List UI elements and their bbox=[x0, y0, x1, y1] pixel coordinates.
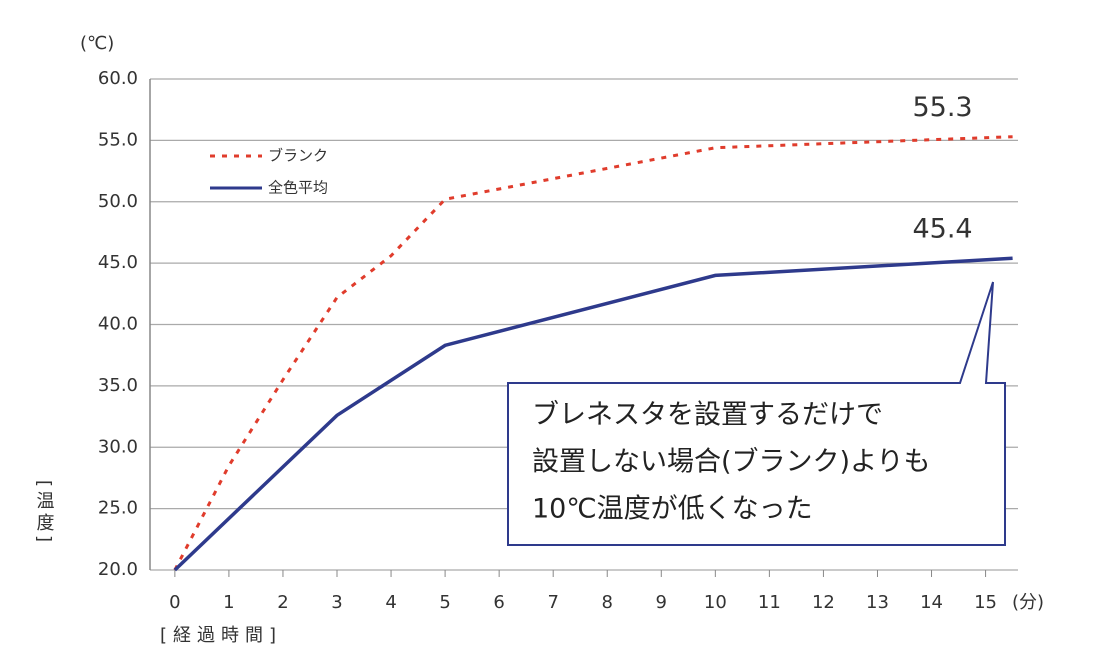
y-tick-label: 45.0 bbox=[98, 252, 138, 273]
x-unit: (分) bbox=[1012, 592, 1044, 613]
y-tick-label: 50.0 bbox=[98, 191, 138, 212]
callout-box bbox=[507, 281, 1006, 546]
y-tick-label: 20.0 bbox=[98, 559, 138, 580]
x-tick-label: 6 bbox=[493, 592, 504, 613]
x-tick-label: 11 bbox=[758, 592, 781, 613]
x-tick-label: 4 bbox=[385, 592, 396, 613]
y-tick-label: 35.0 bbox=[98, 375, 138, 396]
x-tick-label: 5 bbox=[439, 592, 450, 613]
legend-label: ブランク bbox=[268, 147, 328, 165]
x-tick-label: 9 bbox=[656, 592, 667, 613]
y-axis-label: [温度] bbox=[34, 480, 55, 546]
y-tick-label: 55.0 bbox=[98, 129, 138, 150]
x-tick-label: 0 bbox=[169, 592, 180, 613]
x-tick-label: 10 bbox=[704, 592, 727, 613]
data-label: 55.3 bbox=[912, 92, 972, 123]
x-tick-label: 8 bbox=[602, 592, 613, 613]
y-tick-label: 40.0 bbox=[98, 314, 138, 335]
line-series bbox=[173, 256, 1013, 572]
x-tick-label: 12 bbox=[812, 592, 835, 613]
data-label: 45.4 bbox=[912, 214, 972, 245]
callout-text: 設置しない場合(ブランク)よりも bbox=[532, 447, 931, 478]
x-tick-label: 14 bbox=[920, 592, 943, 613]
y-unit: (℃) bbox=[80, 33, 114, 54]
y-tick-label: 30.0 bbox=[98, 436, 138, 457]
line-series bbox=[173, 135, 1013, 571]
x-tick-label: 1 bbox=[223, 592, 234, 613]
x-tick-label: 3 bbox=[331, 592, 342, 613]
callout-text: 10℃温度が低くなった bbox=[532, 494, 813, 525]
x-tick-label: 2 bbox=[277, 592, 288, 613]
x-axis-label: [経過時間] bbox=[160, 625, 282, 646]
y-tick-label: 25.0 bbox=[98, 498, 138, 519]
x-tick-label: 13 bbox=[866, 592, 889, 613]
callout-text: ブレネスタを設置するだけで bbox=[532, 400, 883, 431]
y-tick-label: 60.0 bbox=[98, 68, 138, 89]
x-tick-label: 7 bbox=[547, 592, 558, 613]
legend-label: 全色平均 bbox=[268, 179, 328, 197]
x-tick-label: 15 bbox=[974, 592, 997, 613]
